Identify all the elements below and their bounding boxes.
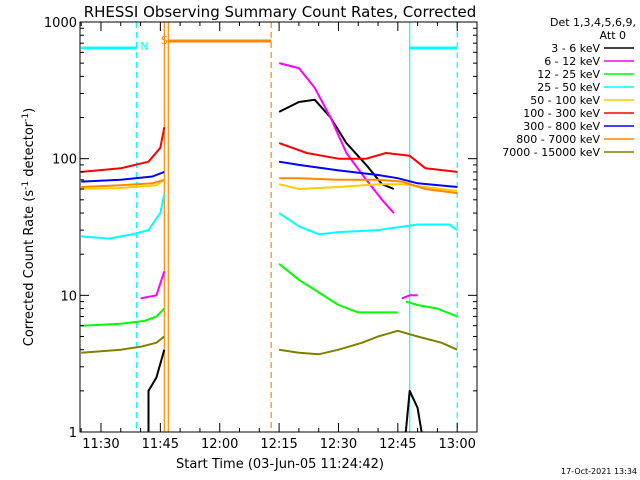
series-5-segment-0 (81, 127, 166, 173)
series-3-segment-0 (81, 193, 166, 240)
series-1-segment-1 (278, 62, 395, 214)
y-tick-label: 100 (52, 153, 77, 168)
series-0-segment-1 (278, 98, 395, 190)
y-label-sup1: -1 (21, 181, 31, 190)
plot-frame (79, 21, 478, 433)
x-axis-label: Start Time (03-Jun-05 11:24:42) (176, 457, 384, 472)
legend-label-1: 6 - 12 keV (544, 55, 600, 68)
series-3-segment-1 (278, 212, 458, 236)
legend-label-2: 12 - 25 keV (537, 68, 600, 81)
legend-label-0: 3 - 6 keV (551, 42, 600, 55)
x-tick-label: 12:15 (260, 437, 297, 452)
series-6-segment-0 (81, 170, 165, 183)
axis-layer: 11:30 11:45 12:00 12:15 12:30 12:45 13:00 1 10 10… (44, 16, 478, 452)
series-2-segment-2 (405, 300, 458, 318)
y-axis-label: Corrected Count Rate (s-1 detector-1) (21, 108, 37, 346)
y-label-main: Corrected Count Rate (s (22, 190, 37, 347)
x-tick-label: 12:30 (320, 437, 357, 452)
y-tick-label: 10 (60, 289, 77, 304)
x-tick-label: 12:45 (379, 437, 416, 452)
series-7-segment-0 (81, 178, 165, 188)
legend-label-3: 25 - 50 keV (537, 81, 600, 94)
x-tick-label: 13:00 (438, 437, 475, 452)
series-1-segment-0 (140, 270, 166, 300)
x-tick-label: 11:30 (82, 437, 119, 452)
legend-label-7: 800 - 7000 keV (516, 133, 600, 146)
series-4-segment-0 (81, 178, 165, 190)
annotation-label-s: S (161, 34, 168, 47)
svg-text:Corrected Count Rate (s-1 dete: Corrected Count Rate (s-1 detector-1) (21, 108, 37, 346)
footer-timestamp: 17-Oct-2021 13:34 (561, 467, 637, 476)
x-tick-label: 12:00 (201, 437, 238, 452)
legend-label-8: 7000 - 15000 keV (502, 146, 600, 159)
series-7-segment-1 (279, 177, 458, 195)
series-0-segment-0 (147, 349, 166, 432)
legend-label-5: 100 - 300 keV (523, 107, 600, 120)
y-label-sup2: -1 (21, 113, 31, 122)
series-2-segment-1 (278, 263, 398, 314)
y-label-mid: detector (22, 121, 37, 181)
chart-title: RHESSI Observing Summary Count Rates, Co… (84, 3, 477, 21)
series-8-segment-1 (278, 329, 458, 356)
x-tick-label: 11:45 (142, 437, 179, 452)
y-tick-label: 1 (69, 426, 77, 441)
legend-header-line-2: Att 0 (600, 29, 626, 42)
series-6-segment-1 (278, 160, 458, 188)
series-4-segment-1 (278, 183, 458, 192)
y-label-end: ) (22, 108, 37, 113)
series-2-segment-0 (81, 307, 166, 327)
series-0-segment-2 (404, 389, 423, 433)
legend-header-line-1: Det 1,3,4,5,6,9, (550, 16, 636, 29)
series-1-segment-2 (401, 294, 418, 300)
annotation-label-n: N (140, 40, 148, 53)
series-8-segment-0 (81, 335, 165, 354)
series-5-segment-1 (278, 142, 458, 173)
y-tick-label: 1000 (44, 16, 77, 31)
series-layer (81, 62, 458, 433)
legend-label-6: 300 - 800 keV (523, 120, 600, 133)
legend-label-4: 50 - 100 keV (530, 94, 600, 107)
